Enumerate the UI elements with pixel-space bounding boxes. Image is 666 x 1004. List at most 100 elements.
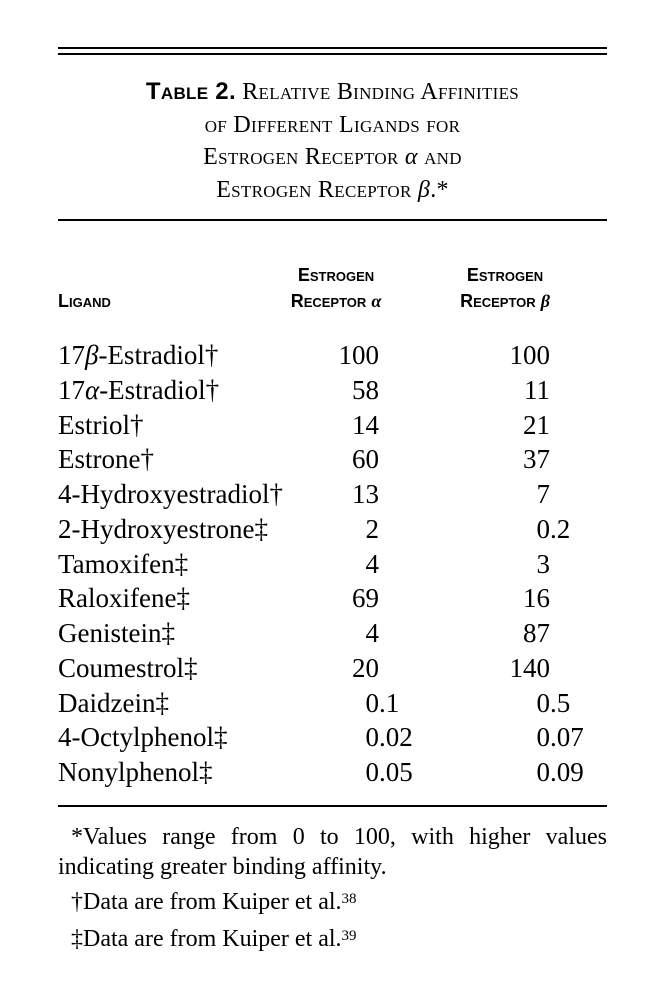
column-header-er-beta: Estrogen Receptor β <box>395 262 615 314</box>
er-alpha-value: 2 <box>298 512 424 547</box>
table-title-line: Table 2. Relative Binding Affinities <box>145 78 520 105</box>
table-top-double-rule <box>58 47 607 55</box>
table-row: Nonylphenol‡ 0.05 0.09 <box>58 755 607 790</box>
greek-letter: β <box>85 340 99 370</box>
column-header-line: Estrogen <box>297 265 375 285</box>
value-integer-part: 60 <box>352 444 379 475</box>
value-integer-part: 7 <box>536 479 551 510</box>
ligand-cell: Estriol† <box>58 409 144 440</box>
er-beta-value: 0.5 <box>424 686 607 721</box>
ligand-cell: Estrone† <box>58 444 154 475</box>
value-fraction-part: .09 <box>550 757 584 788</box>
table-title-line: Estrogen Receptor α and <box>203 144 462 170</box>
footnote: ‡Data are from Kuiper et al.39 <box>71 926 357 952</box>
column-header-line: Ligand <box>58 291 111 311</box>
column-header-line: Estrogen <box>466 265 544 285</box>
greek-letter: β <box>540 291 550 311</box>
table-row: 4-Hydroxyestradiol† 13 7 <box>58 477 607 512</box>
er-beta-value: 3 <box>424 547 607 582</box>
value-integer-part: 16 <box>523 583 550 614</box>
table-row: Raloxifene‡ 69 16 <box>58 581 607 616</box>
value-integer-part: 13 <box>352 479 379 510</box>
value-integer-part: 0 <box>536 687 551 718</box>
er-alpha-value: 20 <box>298 651 424 686</box>
value-integer-part: 4 <box>365 618 380 649</box>
ligand-cell: 17β-Estradiol† <box>58 340 219 370</box>
footnote-marker: ‡ <box>71 926 83 952</box>
value-integer-part: 20 <box>352 652 379 683</box>
table-body: 17β-Estradiol† 100 100 17α-Estradiol† 58 11 Es… <box>58 338 607 790</box>
value-integer-part: 87 <box>523 618 550 649</box>
title-separator-rule <box>58 219 607 221</box>
value-integer-part: 0 <box>536 513 551 544</box>
ligand-cell: Coumestrol‡ <box>58 652 198 683</box>
footnote-marker: † <box>71 889 83 915</box>
er-beta-value: 0.07 <box>424 720 607 755</box>
value-integer-part: 0 <box>536 757 551 788</box>
table-title: Table 2. Relative Binding Affinities of D… <box>58 76 607 206</box>
er-alpha-value: 0.02 <box>298 720 424 755</box>
ligand-cell: Genistein‡ <box>58 618 175 649</box>
er-alpha-value: 0.1 <box>298 686 424 721</box>
er-beta-value: 100 <box>424 338 607 373</box>
value-fraction-part: .2 <box>550 513 571 544</box>
table-row: Daidzein‡ 0.1 0.5 <box>58 686 607 721</box>
table-row: Coumestrol‡ 20 140 <box>58 651 607 686</box>
er-beta-value: 16 <box>424 581 607 616</box>
value-integer-part: 0 <box>365 722 380 753</box>
footnote-reference-number: 38 <box>341 891 357 907</box>
er-beta-value: 37 <box>424 442 607 477</box>
ligand-cell: Daidzein‡ <box>58 687 169 718</box>
er-beta-value: 21 <box>424 408 607 443</box>
table-bottom-rule <box>58 805 607 807</box>
table-title-line: Estrogen Receptor β.* <box>216 176 449 203</box>
value-fraction-part: .5 <box>550 687 571 718</box>
er-beta-value: 0.09 <box>424 755 607 790</box>
er-alpha-value: 14 <box>298 408 424 443</box>
value-integer-part: 11 <box>524 374 550 405</box>
ligand-cell: 4-Octylphenol‡ <box>58 722 228 753</box>
footnote-marker: * <box>71 824 83 850</box>
er-beta-value: 0.2 <box>424 512 607 547</box>
er-alpha-value: 60 <box>298 442 424 477</box>
value-integer-part: 100 <box>509 340 551 370</box>
er-alpha-value: 0.05 <box>298 755 424 790</box>
er-alpha-value: 4 <box>298 547 424 582</box>
table-row: Estrone† 60 37 <box>58 442 607 477</box>
value-integer-part: 69 <box>352 583 379 614</box>
er-alpha-value: 100 <box>298 338 424 373</box>
ligand-cell: 17α-Estradiol† <box>58 374 220 405</box>
table-number-label: Table 2. <box>145 78 236 105</box>
value-integer-part: 0 <box>365 687 380 718</box>
value-integer-part: 140 <box>509 652 551 683</box>
value-fraction-part: .07 <box>550 722 584 753</box>
table-row: Genistein‡ 4 87 <box>58 616 607 651</box>
value-integer-part: 58 <box>352 374 379 405</box>
table-row: 4-Octylphenol‡ 0.02 0.07 <box>58 720 607 755</box>
er-beta-value: 140 <box>424 651 607 686</box>
er-beta-value: 7 <box>424 477 607 512</box>
value-integer-part: 0 <box>365 757 380 788</box>
value-fraction-part: .02 <box>379 722 413 753</box>
column-header-ligand: Ligand <box>58 288 298 314</box>
er-alpha-value: 69 <box>298 581 424 616</box>
value-fraction-part: .1 <box>379 687 400 718</box>
ligand-cell: Nonylphenol‡ <box>58 757 213 788</box>
value-integer-part: 0 <box>536 722 551 753</box>
column-header-line: Receptor β <box>460 291 550 311</box>
value-integer-part: 2 <box>365 513 380 544</box>
ligand-cell: 2-Hydroxyestrone‡ <box>58 513 268 544</box>
table-row: 2-Hydroxyestrone‡ 2 0.2 <box>58 512 607 547</box>
value-fraction-part: .05 <box>379 757 413 788</box>
value-integer-part: 3 <box>536 548 551 579</box>
er-beta-value: 11 <box>424 373 607 408</box>
ligand-cell: 4-Hydroxyestradiol† <box>58 479 283 510</box>
er-alpha-value: 4 <box>298 616 424 651</box>
greek-letter: α <box>404 144 418 170</box>
er-beta-value: 87 <box>424 616 607 651</box>
footnote: †Data are from Kuiper et al.38 <box>71 889 357 915</box>
greek-letter: β <box>417 176 431 203</box>
table-row: 17β-Estradiol† 100 100 <box>58 338 607 373</box>
ligand-cell: Raloxifene‡ <box>58 583 190 614</box>
